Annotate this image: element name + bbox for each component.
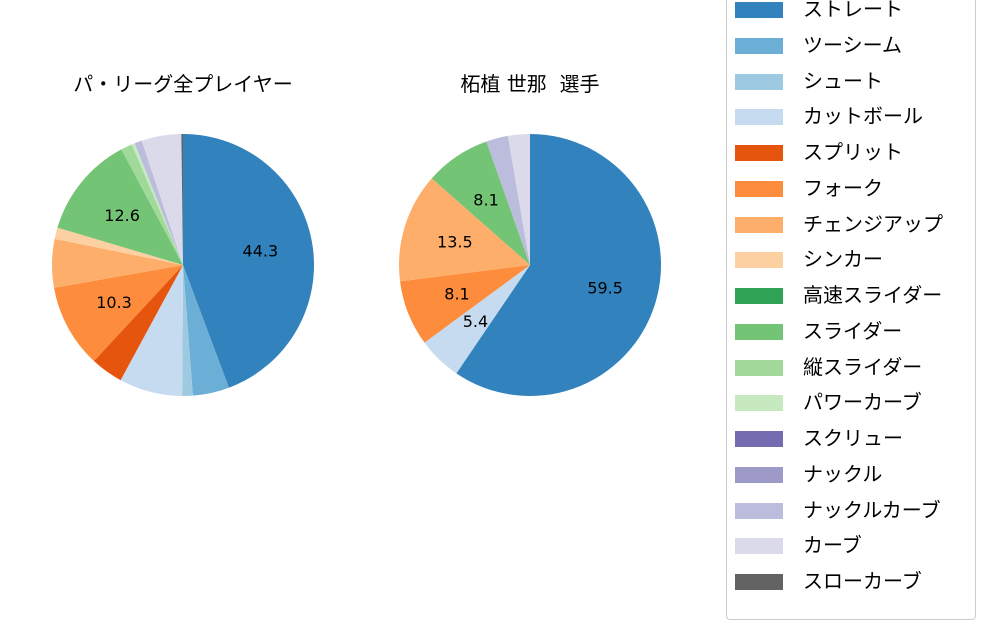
legend-swatch xyxy=(735,574,783,590)
legend-item: シュート xyxy=(735,69,975,93)
legend-item: スローカーブ xyxy=(735,569,975,593)
legend-swatch xyxy=(735,109,783,126)
pie-slice xyxy=(456,134,662,396)
pie-slice xyxy=(52,238,183,288)
legend-item: チェンジアップ xyxy=(735,212,975,236)
legend-item: 高速スライダー xyxy=(735,283,975,307)
legend-swatch xyxy=(735,466,783,483)
legend-label: スライダー xyxy=(803,318,903,343)
pie-slice xyxy=(182,265,193,396)
legend-item: フォーク xyxy=(735,176,975,200)
legend-swatch xyxy=(735,323,783,340)
slice-percent-label: 13.5 xyxy=(437,232,473,251)
pie-slice xyxy=(141,134,183,265)
legend-label: カットボール xyxy=(803,104,923,129)
slice-percent-label: 44.3 xyxy=(243,242,279,261)
pie-slice xyxy=(486,135,530,265)
legend-item: ナックルカーブ xyxy=(735,498,975,522)
legend-item: カーブ xyxy=(735,533,975,557)
legend: ストレートツーシームシュートカットボール スプリットフォークチェンジアップ シンカー… xyxy=(726,0,976,620)
legend-item: シンカー xyxy=(735,247,975,271)
legend-swatch xyxy=(735,431,783,447)
legend-item: 縦スライダー xyxy=(735,355,975,379)
legend-label: スローカーブ xyxy=(803,569,922,593)
pie-slice xyxy=(424,265,530,374)
legend-label: シュート xyxy=(803,68,883,93)
slice-percent-label: 5.4 xyxy=(463,312,488,331)
pie-slice xyxy=(398,178,530,282)
pie-slice xyxy=(54,227,183,265)
legend-label: 高速スライダー xyxy=(803,283,943,307)
slice-percent-label: 8.1 xyxy=(473,190,498,209)
legend-item: スクリュー xyxy=(735,426,975,450)
legend-swatch xyxy=(735,180,783,197)
legend-swatch xyxy=(735,252,783,269)
legend-label: フォーク xyxy=(803,175,883,200)
pie-slice xyxy=(183,265,229,396)
pie-slice xyxy=(181,134,183,265)
pie-league-all-players: 44.3 10.3 12.6 xyxy=(52,134,314,396)
legend-swatch xyxy=(735,502,783,519)
slice-percent-label: 8.1 xyxy=(444,285,469,304)
pie-slice xyxy=(183,134,314,388)
pie-slice xyxy=(54,265,184,362)
legend-swatch xyxy=(735,538,783,555)
legend-item: カットボール xyxy=(735,104,975,128)
legend-item: ストレート xyxy=(735,0,975,21)
legend-label: パワーカーブ xyxy=(803,390,922,415)
pie-slice xyxy=(131,143,183,265)
pie-charts: 44.3 10.3 12.6 59.5 5.4 8.1 13.5 8.1 xyxy=(52,134,662,396)
legend-label: スクリュー xyxy=(803,426,903,450)
legend-swatch xyxy=(735,37,783,54)
pie-slice xyxy=(400,265,530,343)
legend-swatch xyxy=(735,395,783,412)
legend-swatch xyxy=(735,216,783,233)
legend-swatch xyxy=(735,145,783,161)
legend-label: スプリット xyxy=(803,140,903,164)
legend-item: ツーシーム xyxy=(735,33,975,57)
slice-percent-label: 12.6 xyxy=(104,206,140,225)
legend-swatch xyxy=(735,288,783,304)
pie-slice xyxy=(120,265,183,396)
legend-swatch xyxy=(735,73,783,90)
legend-item: ナックル xyxy=(735,462,975,486)
legend-label: 縦スライダー xyxy=(803,354,923,379)
pie-slice xyxy=(121,144,183,265)
legend-label: ナックルカーブ xyxy=(803,497,941,522)
legend-label: カーブ xyxy=(803,533,862,558)
legend-swatch xyxy=(735,359,783,376)
legend-label: シンカー xyxy=(803,247,883,272)
legend-label: ツーシーム xyxy=(803,32,902,57)
pie-slice xyxy=(93,265,183,381)
legend-label: チェンジアップ xyxy=(803,211,943,236)
slice-percent-label: 10.3 xyxy=(96,293,132,312)
pie-slice xyxy=(507,134,530,265)
slice-percent-label: 59.5 xyxy=(587,279,623,298)
legend-item: スライダー xyxy=(735,319,975,343)
legend-item: パワーカーブ xyxy=(735,390,975,414)
chart-title-league: パ・リーグ全プレイヤー xyxy=(73,72,293,96)
pie-slice xyxy=(431,141,530,265)
legend-item: スプリット xyxy=(735,140,975,164)
legend-label: ナックル xyxy=(803,461,883,486)
legend-swatch xyxy=(735,2,783,18)
pie-player: 59.5 5.4 8.1 13.5 8.1 xyxy=(398,134,662,396)
pie-slice xyxy=(57,149,183,265)
chart-title-player: 柘植 世那 選手 xyxy=(460,72,600,96)
legend-label: ストレート xyxy=(803,0,903,21)
pie-slice xyxy=(134,140,183,265)
